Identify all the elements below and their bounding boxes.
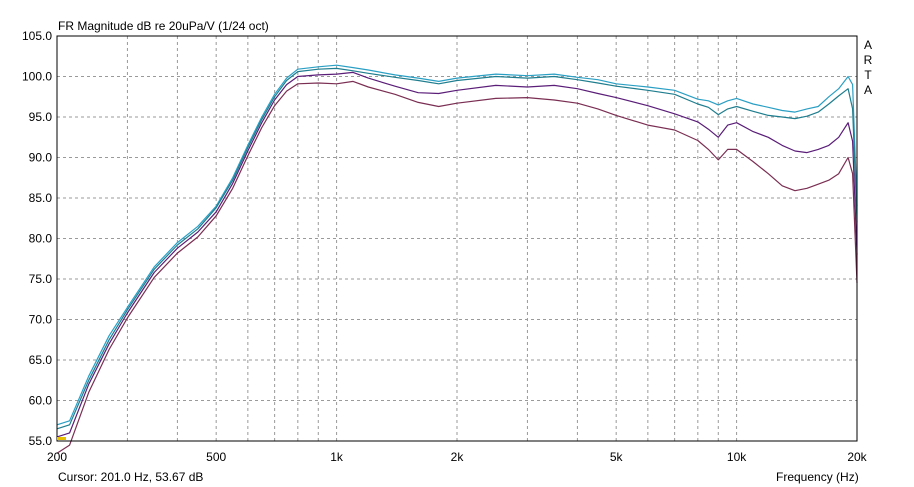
series-line <box>56 67 858 430</box>
y-tick-label: 100.0 <box>22 70 52 84</box>
y-tick-label: 90.0 <box>29 151 53 165</box>
cursor-readout: Cursor: 201.0 Hz, 53.67 dB <box>58 470 204 484</box>
series-line <box>56 80 858 454</box>
arta-logo-letter: T <box>864 68 872 82</box>
x-tick-label: 5k <box>610 450 624 464</box>
x-axis-label: Frequency (Hz) <box>776 470 859 484</box>
series-line <box>56 71 858 438</box>
y-tick-label: 75.0 <box>29 272 53 286</box>
y-tick-label: 70.0 <box>29 313 53 327</box>
arta-logo-letter: A <box>863 38 872 52</box>
arta-logo-letter: A <box>863 83 872 97</box>
x-tick-label: 500 <box>206 450 226 464</box>
y-tick-label: 105.0 <box>22 29 52 43</box>
x-tick-label: 200 <box>47 450 67 464</box>
series-lines <box>56 64 858 454</box>
grid-lines <box>57 36 857 441</box>
y-tick-label: 60.0 <box>29 394 53 408</box>
y-tick-label: 65.0 <box>29 353 53 367</box>
cursor-marker[interactable] <box>57 437 66 440</box>
x-tick-labels: 200 500 1k 2k 5k 10k 20k <box>47 450 868 464</box>
x-tick-label: 2k <box>451 450 465 464</box>
y-tick-label: 85.0 <box>29 191 53 205</box>
chart-title: FR Magnitude dB re 20uPa/V (1/24 oct) <box>58 19 269 33</box>
arta-logo-letter: R <box>863 53 873 67</box>
x-tick-label: 20k <box>847 450 867 464</box>
series-line <box>56 64 858 426</box>
x-tick-label: 1k <box>330 450 344 464</box>
y-tick-label: 80.0 <box>29 232 53 246</box>
arta-logo: A R T A <box>862 38 874 98</box>
x-tick-label: 10k <box>727 450 747 464</box>
y-tick-labels: 55.0 60.0 65.0 70.0 75.0 80.0 85.0 90.0 95.0 100.… <box>22 29 52 448</box>
y-tick-label: 55.0 <box>29 434 53 448</box>
plot-frame <box>56 35 858 442</box>
y-tick-label: 95.0 <box>29 110 53 124</box>
